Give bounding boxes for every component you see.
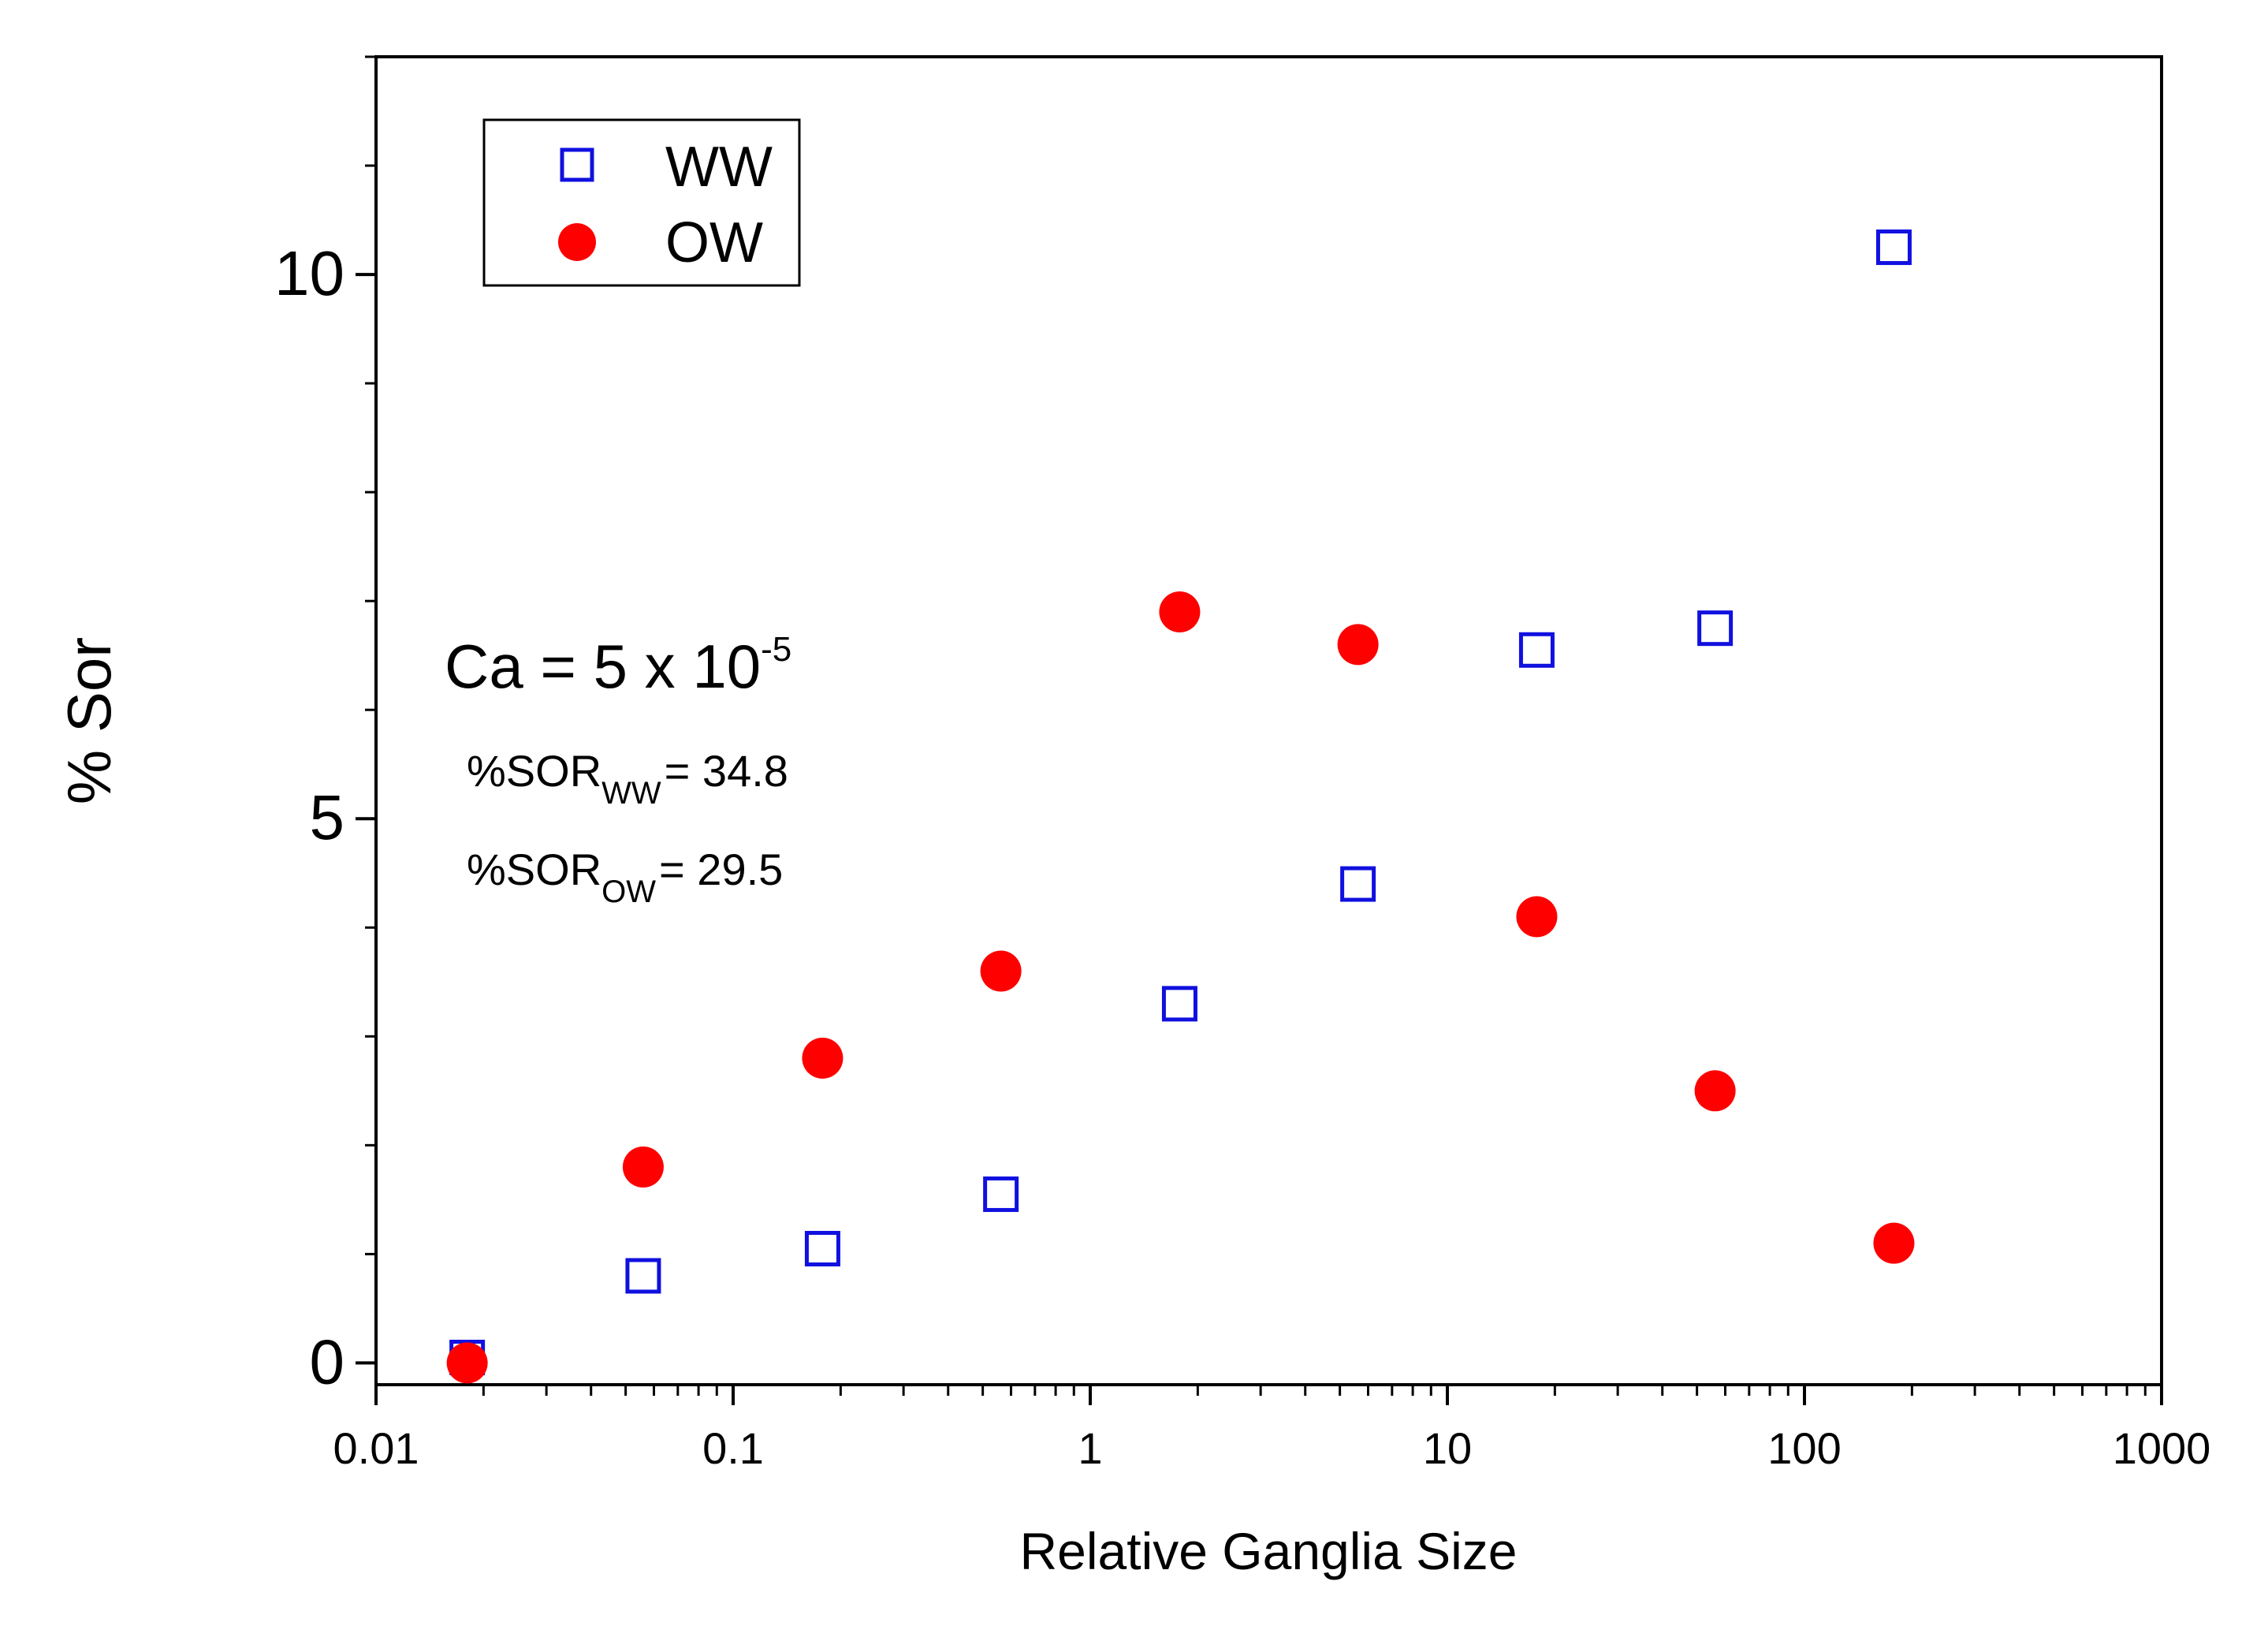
sor-ow-value: = 29.5 bbox=[659, 845, 783, 894]
capillary-number-annotation: Ca = 5 x 10-5 bbox=[445, 630, 791, 701]
y-axis-ticks: 0 5 10 bbox=[274, 55, 376, 1397]
ww-point bbox=[804, 1230, 840, 1266]
series-ww-points bbox=[449, 229, 1912, 1375]
legend-marker-ow bbox=[558, 223, 596, 261]
ca-label: Ca = 5 x 10-5 bbox=[445, 630, 791, 701]
x-tick-label: 0.1 bbox=[702, 1423, 764, 1473]
ww-point bbox=[625, 1258, 661, 1294]
sor-ww-sub: WW bbox=[601, 776, 661, 811]
sor-ww-annotation: %SORWW= 34.8 bbox=[467, 746, 788, 811]
ww-point bbox=[983, 1176, 1019, 1212]
sor-ww-value: = 34.8 bbox=[665, 746, 788, 796]
ow-point bbox=[1159, 591, 1201, 632]
x-tick-label: 10 bbox=[1423, 1423, 1472, 1473]
sor-ww-main: %SOR bbox=[467, 746, 601, 796]
y-tick-label: 5 bbox=[310, 782, 345, 852]
ww-point bbox=[1340, 866, 1376, 902]
ow-point bbox=[1873, 1222, 1915, 1264]
x-tick-label: 1 bbox=[1078, 1423, 1102, 1473]
x-tick-label: 0.01 bbox=[333, 1423, 419, 1473]
x-axis-ticks: 0.01 0.1 1 10 100 1000 bbox=[333, 1385, 2211, 1473]
x-tick-label: 100 bbox=[1767, 1423, 1841, 1473]
series-ow-points bbox=[446, 591, 1915, 1384]
y-tick-label: 0 bbox=[310, 1326, 345, 1397]
sor-ow-main: %SOR bbox=[467, 845, 601, 894]
ow-point bbox=[1694, 1070, 1736, 1112]
ca-exponent: -5 bbox=[761, 630, 791, 669]
sor-ow-annotation: %SOROW= 29.5 bbox=[467, 845, 783, 909]
ww-point bbox=[1518, 632, 1555, 668]
ow-point bbox=[980, 950, 1022, 992]
ca-base: Ca = 5 x 10 bbox=[445, 632, 761, 701]
ow-point bbox=[1337, 624, 1379, 666]
plot-frame bbox=[374, 55, 2163, 1386]
legend: WW OW bbox=[482, 118, 801, 287]
ow-point bbox=[1516, 896, 1558, 938]
sor-ow-label: %SOROW= 29.5 bbox=[467, 845, 783, 909]
ww-point bbox=[1697, 610, 1734, 647]
ow-point bbox=[802, 1037, 844, 1079]
legend-marker-ww bbox=[560, 147, 594, 182]
sor-ww-label: %SORWW= 34.8 bbox=[467, 746, 788, 811]
legend-box bbox=[482, 118, 801, 287]
ow-point bbox=[446, 1342, 488, 1384]
legend-label-ow: OW bbox=[665, 211, 763, 274]
ww-point bbox=[1875, 229, 1912, 266]
x-tick-label: 1000 bbox=[2113, 1423, 2211, 1473]
ow-point bbox=[622, 1146, 664, 1188]
legend-label-ww: WW bbox=[665, 136, 773, 199]
y-axis-title: % Sor bbox=[54, 637, 124, 804]
sor-ow-sub: OW bbox=[601, 875, 656, 909]
x-axis-title: Relative Ganglia Size bbox=[1020, 1522, 1518, 1580]
y-tick-label: 10 bbox=[274, 238, 344, 308]
ww-point bbox=[1161, 986, 1197, 1022]
